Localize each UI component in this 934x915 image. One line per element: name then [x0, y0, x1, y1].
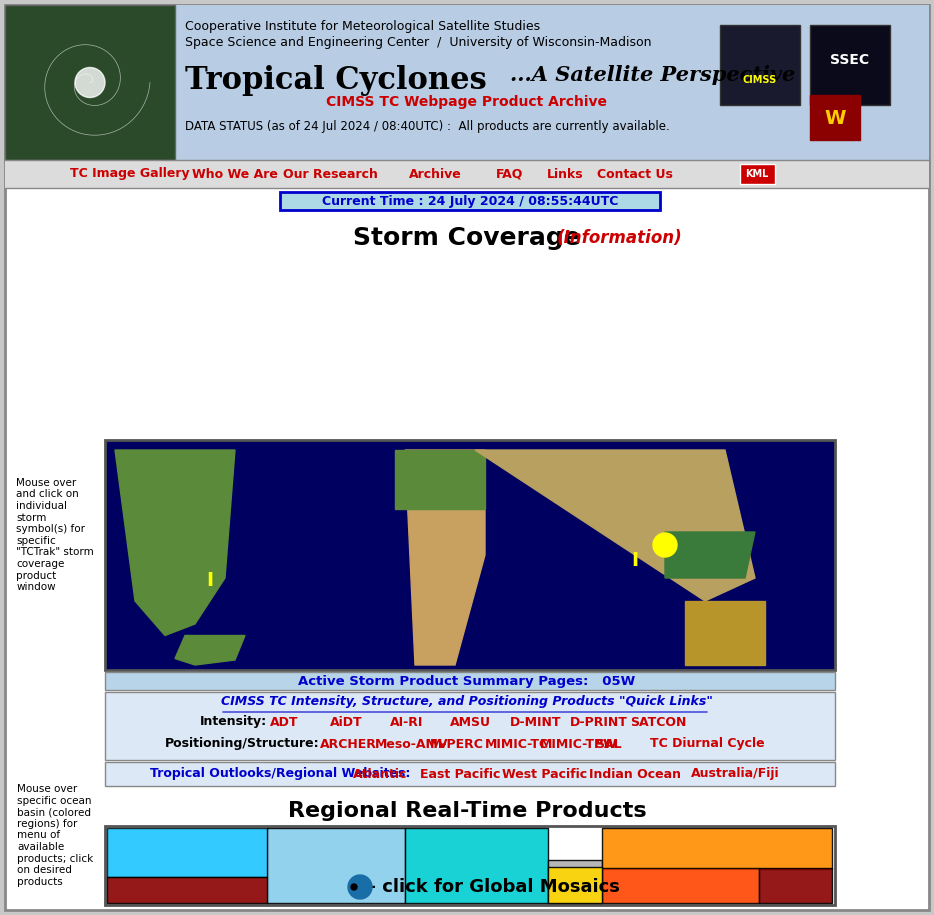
Bar [5, 5, 175, 160]
Bar [266, 828, 405, 903]
Bar [810, 95, 860, 140]
Text: ...A Satellite Perspective: ...A Satellite Perspective [510, 65, 795, 85]
Text: Active Storm Product Summary Pages:   05W: Active Storm Product Summary Pages: 05W [298, 674, 636, 687]
Polygon shape [395, 450, 485, 509]
Text: SATCON: SATCON [630, 716, 686, 728]
Text: CIMSS TC Intensity, Structure, and Positioning Products "Quick Links": CIMSS TC Intensity, Structure, and Posit… [221, 695, 713, 708]
Text: FAQ: FAQ [496, 167, 524, 180]
FancyBboxPatch shape [5, 5, 929, 910]
Text: ARCHER: ARCHER [320, 737, 377, 750]
Text: CIMSS TC Webpage Product Archive: CIMSS TC Webpage Product Archive [327, 95, 607, 109]
Text: Contact Us: Contact Us [597, 167, 672, 180]
Text: I: I [206, 570, 214, 589]
Text: Australia/Fiji: Australia/Fiji [690, 768, 779, 780]
Text: DATA STATUS (as of 24 Jul 2024 / 08:40UTC) :  All products are currently availab: DATA STATUS (as of 24 Jul 2024 / 08:40UT… [185, 120, 670, 133]
Bar [105, 692, 835, 760]
Bar [602, 828, 832, 869]
Text: D-PRINT: D-PRINT [570, 716, 628, 728]
Text: Meso-AMV: Meso-AMV [375, 737, 448, 750]
Text: KML: KML [745, 169, 769, 179]
Text: CIMSS: CIMSS [743, 75, 777, 85]
Bar [602, 868, 759, 903]
Text: Who We Are: Who We Are [192, 167, 278, 180]
Polygon shape [175, 636, 245, 665]
Text: AI-RI: AI-RI [390, 716, 423, 728]
Bar [547, 859, 602, 903]
Text: Current Time : 24 July 2024 / 08:55:44UTC: Current Time : 24 July 2024 / 08:55:44UT… [322, 195, 618, 208]
Text: I: I [631, 551, 639, 569]
Text: Indian Ocean: Indian Ocean [589, 768, 681, 780]
Circle shape [75, 68, 105, 98]
Polygon shape [685, 601, 765, 665]
Text: Space Science and Engineering Center  /  University of Wisconsin-Madison: Space Science and Engineering Center / U… [185, 36, 652, 49]
Polygon shape [115, 450, 235, 636]
Text: Archive: Archive [409, 167, 461, 180]
Text: Regional Real-Time Products: Regional Real-Time Products [288, 801, 646, 821]
Text: SAL: SAL [595, 737, 622, 750]
Bar [5, 5, 929, 160]
Bar [105, 826, 835, 905]
Text: ADT: ADT [270, 716, 299, 728]
Text: Intensity:: Intensity: [200, 716, 267, 728]
Bar [107, 828, 268, 877]
Circle shape [348, 875, 372, 899]
Bar [547, 867, 602, 903]
Text: M-PERC: M-PERC [430, 737, 484, 750]
Bar [759, 868, 832, 903]
Text: Our Research: Our Research [283, 167, 377, 180]
Text: TC Image Gallery: TC Image Gallery [70, 167, 190, 180]
Text: Mouse over
and click on
individual
storm
symbol(s) for
specific
"TCTrak" storm
c: Mouse over and click on individual storm… [16, 478, 94, 592]
Text: D-MINT: D-MINT [510, 716, 561, 728]
Bar [105, 762, 835, 786]
Bar [107, 877, 268, 903]
Circle shape [351, 884, 357, 890]
Text: W: W [824, 109, 846, 127]
Text: MIMIC-TC: MIMIC-TC [485, 737, 549, 750]
Text: (Information): (Information) [557, 229, 683, 247]
Circle shape [653, 533, 677, 557]
Text: AMSU: AMSU [450, 716, 491, 728]
Text: SSEC: SSEC [830, 53, 870, 67]
Text: Atlantic: Atlantic [353, 768, 407, 780]
Text: Positioning/Structure:: Positioning/Structure: [165, 737, 319, 750]
Text: Cooperative Institute for Meteorological Satellite Studies: Cooperative Institute for Meteorological… [185, 20, 540, 33]
Text: West Pacific: West Pacific [502, 768, 587, 780]
Text: East Pacific: East Pacific [419, 768, 501, 780]
Bar [810, 25, 890, 105]
Text: Mouse over
specific ocean
basin (colored
regions) for
menu of
available
products: Mouse over specific ocean basin (colored… [17, 784, 93, 887]
Polygon shape [405, 450, 485, 665]
Bar [105, 440, 835, 670]
Text: Tropical Outlooks/Regional Websites:: Tropical Outlooks/Regional Websites: [150, 768, 410, 780]
Bar [740, 164, 775, 184]
Text: Links: Links [546, 167, 584, 180]
Text: Tropical Cyclones: Tropical Cyclones [185, 65, 487, 96]
Polygon shape [475, 450, 755, 601]
Bar [5, 160, 929, 188]
Bar [280, 192, 660, 210]
Text: TC Diurnal Cycle: TC Diurnal Cycle [650, 737, 765, 750]
Bar [405, 828, 547, 903]
Bar [720, 25, 800, 105]
Polygon shape [665, 532, 755, 578]
Text: MIMIC-TPW: MIMIC-TPW [540, 737, 618, 750]
Text: Storm Coverage: Storm Coverage [353, 226, 581, 250]
Text: AiDT: AiDT [330, 716, 362, 728]
Text: -- click for Global Mosaics: -- click for Global Mosaics [361, 878, 619, 896]
Bar [105, 672, 835, 690]
